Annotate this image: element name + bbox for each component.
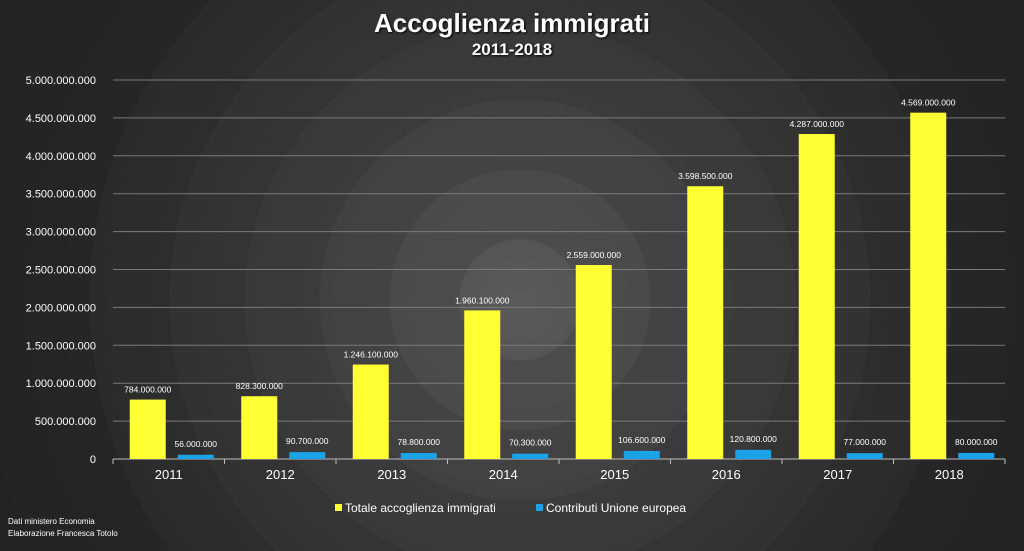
x-tick-label: 2014 (489, 467, 518, 482)
bar-totale-accoglienza (687, 186, 724, 459)
y-tick-label: 500.000.000 (35, 416, 96, 428)
legend-label-contributi: Contributi Unione europea (546, 501, 686, 515)
y-tick-label: 4.000.000.000 (26, 151, 96, 163)
data-label-totale: 2.559.000.000 (567, 250, 622, 260)
x-tick-label: 2018 (935, 467, 964, 482)
data-label-contributi: 56.000.000 (174, 439, 217, 449)
bar-totale-accoglienza (129, 399, 166, 459)
data-label-totale: 4.287.000.000 (790, 119, 845, 129)
bar-totale-accoglienza (464, 310, 501, 459)
bar-contributi-ue (512, 453, 549, 459)
data-label-totale: 828.300.000 (236, 381, 284, 391)
data-label-totale: 784.000.000 (124, 385, 172, 395)
bar-contributi-ue (958, 452, 995, 459)
y-tick-label: 3.000.000.000 (26, 227, 96, 239)
y-tick-label: 3.500.000.000 (26, 189, 96, 201)
y-tick-label: 1.000.000.000 (26, 378, 96, 390)
bar-contributi-ue (289, 452, 326, 459)
data-label-contributi: 90.700.000 (286, 436, 329, 446)
data-label-contributi: 70.300.000 (509, 438, 552, 448)
data-label-totale: 4.569.000.000 (901, 98, 956, 108)
y-tick-label: 2.000.000.000 (26, 302, 96, 314)
data-label-totale: 1.246.100.000 (344, 350, 399, 360)
legend-label-totale: Totale accoglienza immigrati (345, 501, 496, 515)
data-label-totale: 3.598.500.000 (678, 171, 733, 181)
x-tick-label: 2012 (266, 467, 295, 482)
bar-contributi-ue (177, 454, 214, 459)
y-tick-label: 0 (90, 454, 96, 466)
legend-swatch-totale (335, 504, 342, 511)
bar-contributi-ue (400, 453, 437, 459)
y-tick-label: 4.500.000.000 (26, 113, 96, 125)
x-tick-label: 2015 (600, 467, 629, 482)
x-tick-label: 2017 (823, 467, 852, 482)
bar-totale-accoglienza (910, 112, 947, 459)
credit-source: Dati ministero Economia (8, 517, 95, 526)
bar-totale-accoglienza (352, 364, 389, 459)
x-tick-label: 2011 (155, 467, 183, 482)
bar-contributi-ue (735, 449, 772, 459)
bar-totale-accoglienza (798, 134, 835, 459)
credit-author: Elaborazione Francesca Totolo (8, 529, 118, 538)
bar-totale-accoglienza (575, 265, 612, 459)
y-tick-label: 2.500.000.000 (26, 265, 96, 277)
bar-totale-accoglienza (241, 396, 278, 459)
x-tick-label: 2013 (377, 467, 406, 482)
legend-swatch-contributi (536, 504, 543, 511)
data-label-contributi: 78.800.000 (397, 437, 440, 447)
data-label-contributi: 80.000.000 (955, 437, 998, 447)
data-label-contributi: 106.600.000 (618, 435, 666, 445)
y-tick-label: 5.000.000.000 (26, 75, 96, 87)
chart-title: Accoglienza immigrati (374, 8, 650, 38)
bar-contributi-ue (846, 453, 883, 459)
bar-contributi-ue (623, 450, 660, 459)
data-label-contributi: 120.800.000 (730, 434, 778, 444)
x-tick-label: 2016 (712, 467, 741, 482)
data-label-contributi: 77.000.000 (843, 437, 886, 447)
data-label-totale: 1.960.100.000 (455, 295, 510, 305)
y-tick-label: 1.500.000.000 (26, 340, 96, 352)
chart-subtitle: 2011-2018 (471, 40, 553, 59)
